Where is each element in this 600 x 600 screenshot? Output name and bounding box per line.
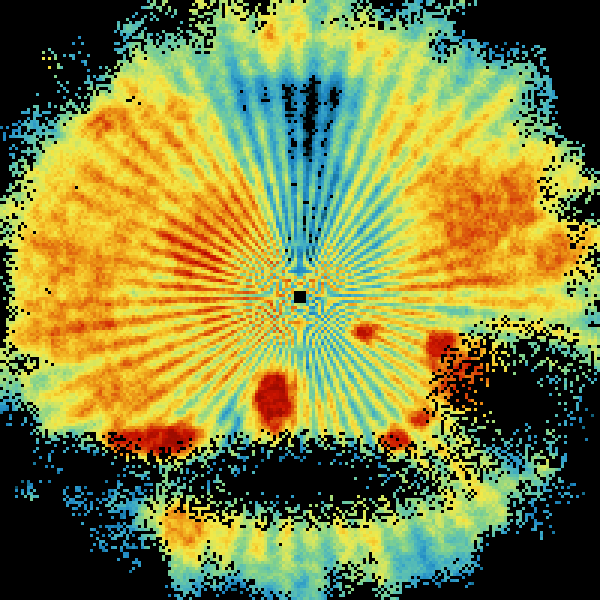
radar-display xyxy=(0,0,600,600)
radar-reflectivity-canvas xyxy=(0,0,600,600)
